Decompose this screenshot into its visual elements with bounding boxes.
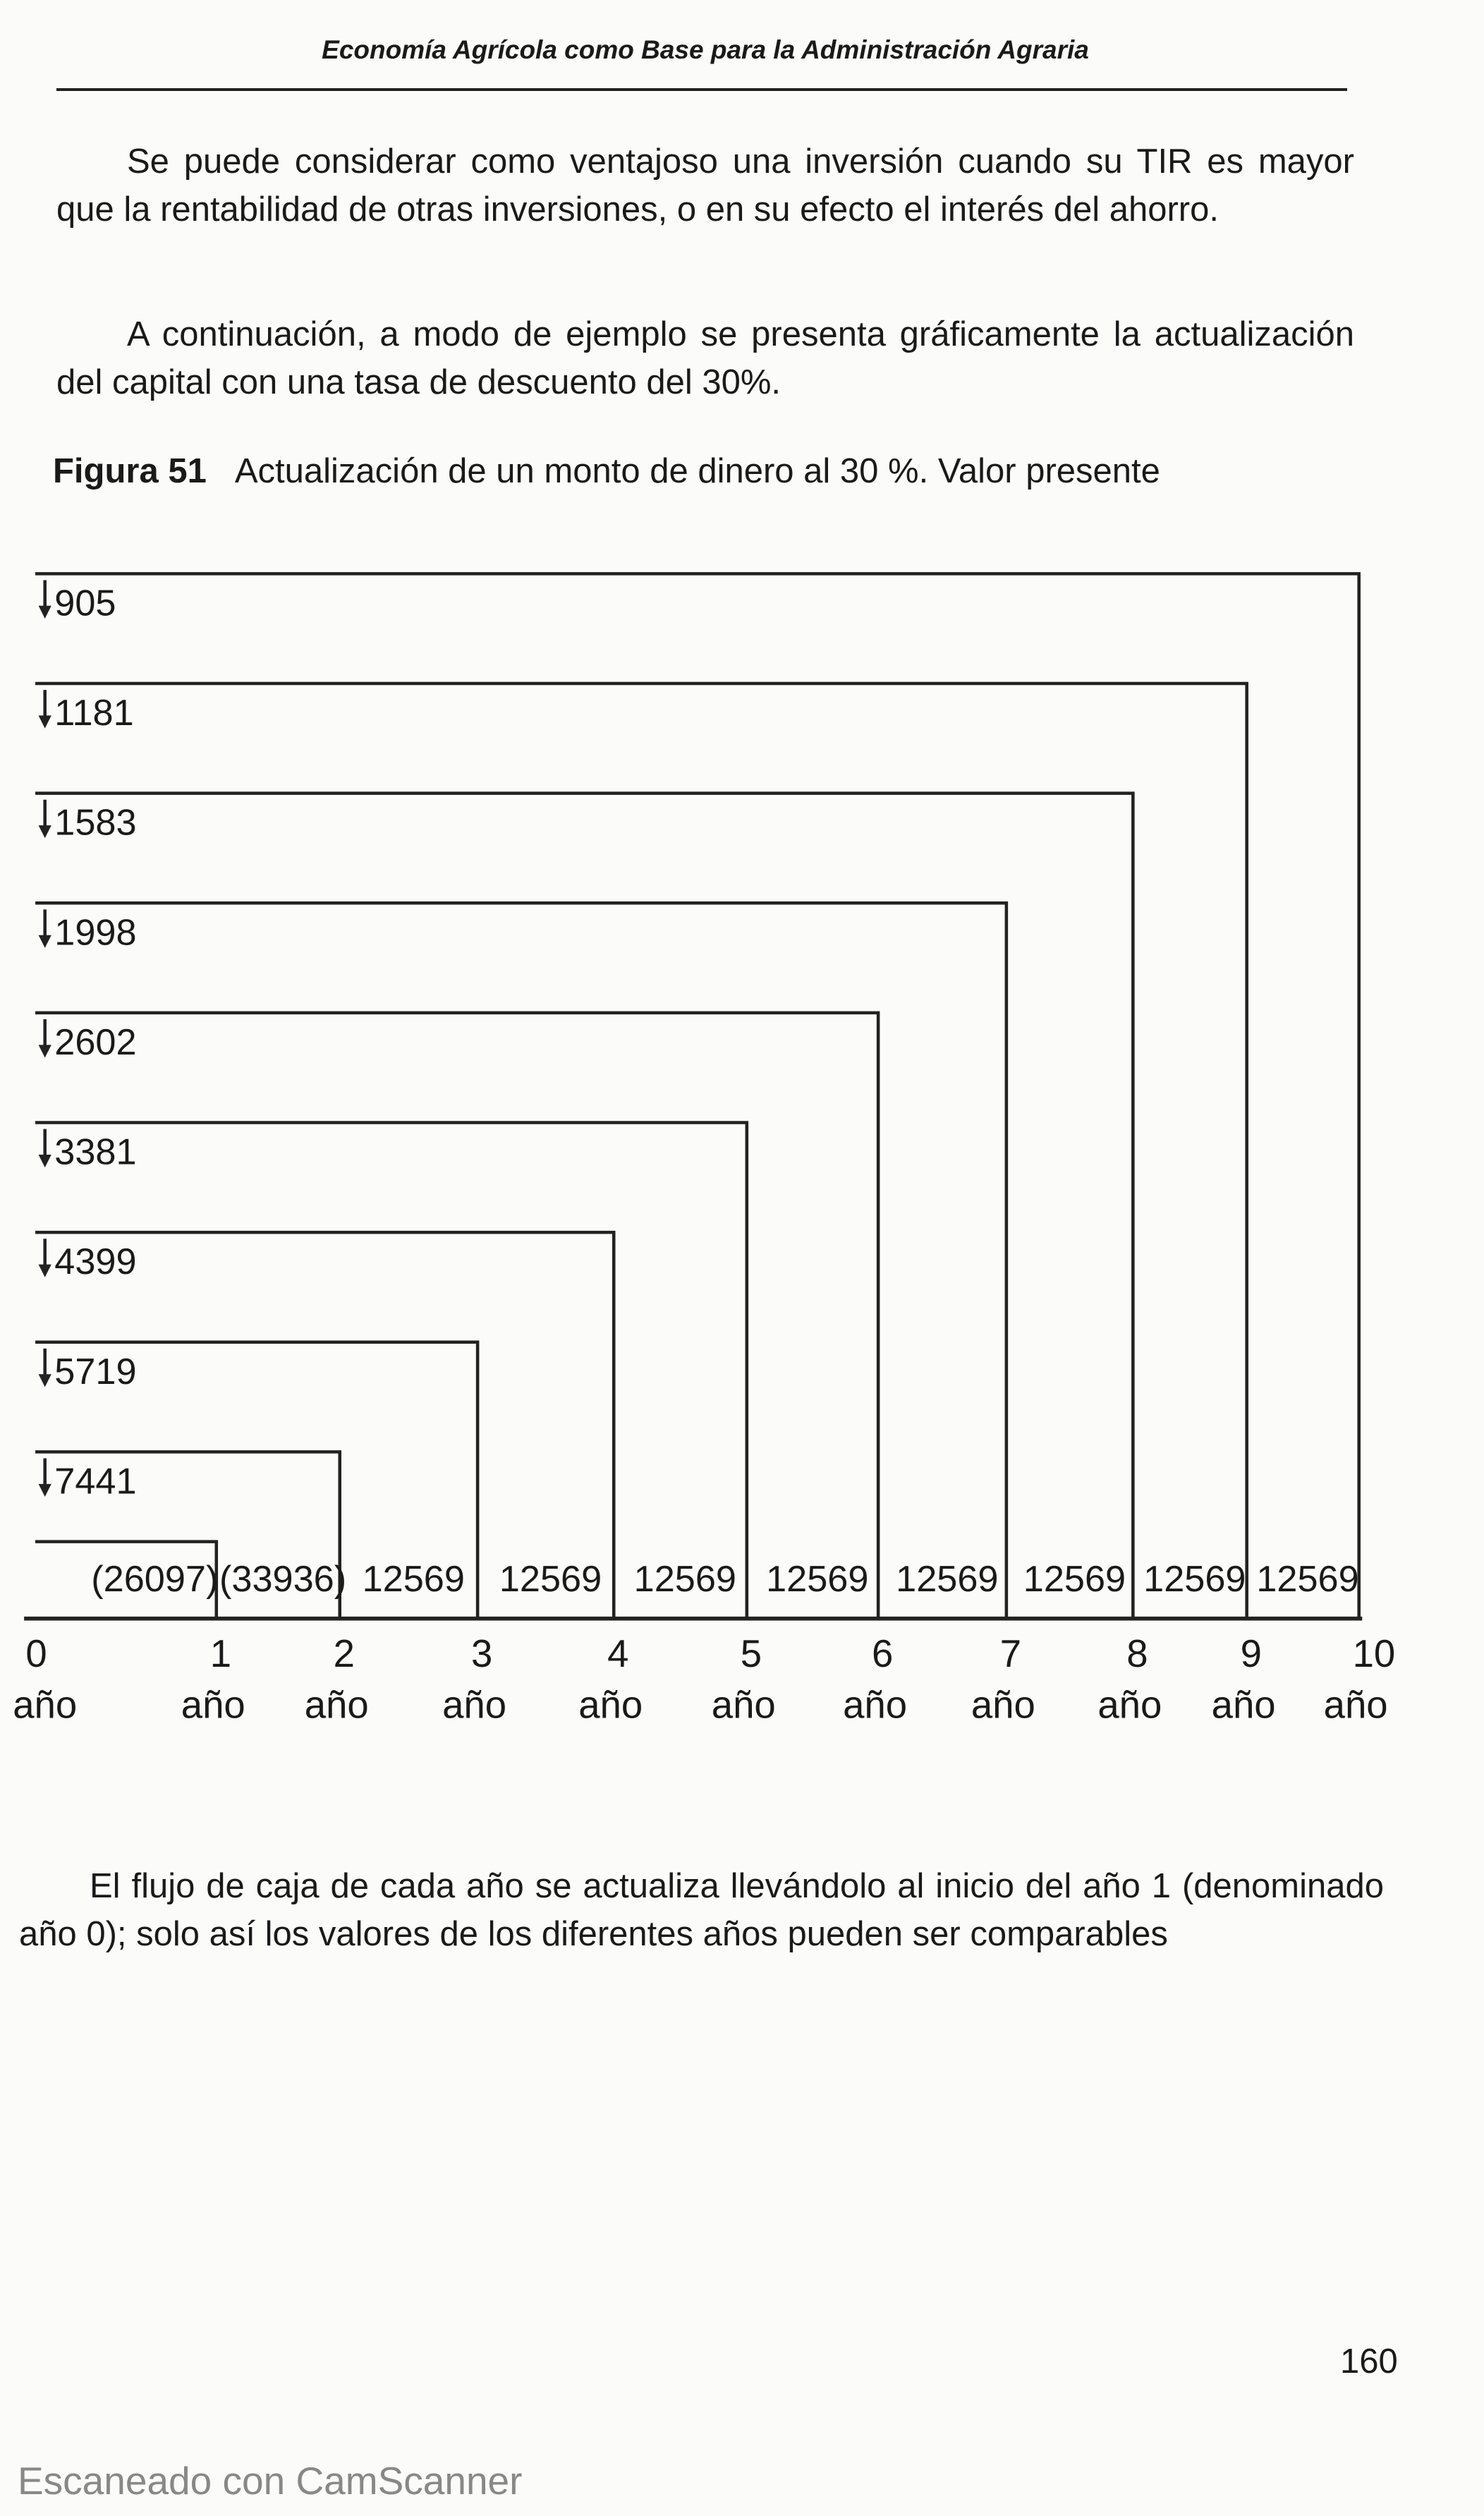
page-number: 160: [1340, 2342, 1398, 2381]
year-unit: año: [442, 1684, 506, 1727]
year-number: 2: [334, 1632, 355, 1675]
cash-flow: (33936): [219, 1559, 346, 1600]
present-value: 4399: [54, 1241, 136, 1282]
arrow-head: [38, 935, 51, 948]
bracket: [35, 901, 1009, 1619]
arrow-head: [38, 1045, 51, 1058]
bracket: [35, 1450, 342, 1619]
present-value: 1998: [54, 912, 136, 953]
year-number: 0: [25, 1632, 47, 1675]
bracket: [35, 681, 1248, 1619]
year-unit: año: [1324, 1684, 1388, 1727]
arrow-head: [38, 1483, 51, 1497]
present-value: 2602: [54, 1022, 136, 1063]
footer: Escaneado con CamScanner: [18, 2459, 523, 2503]
present-value: 1181: [54, 693, 133, 734]
year-unit: año: [578, 1684, 643, 1727]
header-title: Economía Agrícola como Base para la Admi…: [322, 35, 1089, 64]
year-number: 6: [872, 1632, 893, 1675]
arrow-head: [38, 605, 51, 619]
arrow-head: [38, 1154, 51, 1168]
year-unit: año: [13, 1684, 77, 1727]
cash-flow: 12569: [1023, 1559, 1126, 1600]
year-unit: año: [181, 1684, 245, 1727]
cash-flow: 12569: [363, 1559, 465, 1600]
cash-flow: 12569: [1143, 1559, 1246, 1600]
bracket: [35, 791, 1135, 1619]
year-unit: año: [305, 1684, 369, 1727]
paragraph: El flujo de caja de cada año se actualiz…: [19, 1867, 1384, 1953]
caption-text: Actualización de un monto de dinero al 3…: [234, 452, 1160, 490]
cash-flow: 12569: [1256, 1559, 1358, 1600]
cash-flow: 12569: [634, 1559, 736, 1600]
header-rule: [56, 88, 1347, 91]
present-value: 1583: [54, 803, 136, 844]
year-unit: año: [1212, 1684, 1276, 1727]
figure-caption: Figura 51 Actualización de un monto de di…: [53, 451, 1160, 491]
bracket: [35, 1540, 219, 1619]
present-value: 7441: [54, 1461, 136, 1502]
year-number: 5: [741, 1632, 762, 1675]
year-unit: año: [843, 1684, 907, 1727]
year-number: 10: [1353, 1632, 1396, 1675]
bracket: [35, 1011, 880, 1619]
cash-flow: (26097): [91, 1559, 218, 1600]
bracket: [35, 572, 1361, 1619]
year-unit: año: [971, 1684, 1035, 1727]
year-number: 8: [1126, 1632, 1148, 1675]
bracket: [35, 1340, 480, 1619]
arrow-head: [38, 715, 51, 729]
cash-flow: 12569: [896, 1559, 998, 1600]
paragraph: Se puede considerar como ventajoso una i…: [56, 142, 1354, 229]
arrow-head: [38, 1374, 51, 1387]
cash-flow: 12569: [499, 1559, 602, 1600]
year-number: 9: [1241, 1632, 1262, 1675]
present-value: 3381: [54, 1132, 136, 1173]
year-number: 7: [1000, 1632, 1021, 1675]
year-number: 1: [210, 1632, 231, 1675]
arrow-head: [38, 1264, 51, 1277]
present-value: 905: [54, 583, 116, 624]
arrow-head: [38, 825, 51, 839]
bracket: [35, 1121, 749, 1619]
paragraph: A continuación, a modo de ejemplo se pre…: [56, 315, 1354, 401]
year-unit: año: [712, 1684, 776, 1727]
year-number: 4: [607, 1632, 628, 1675]
cash-flow: 12569: [766, 1559, 868, 1600]
year-unit: año: [1097, 1684, 1162, 1727]
figure-label: Figura 51: [53, 452, 207, 490]
year-number: 3: [471, 1632, 492, 1675]
present-value: 5719: [54, 1351, 136, 1392]
bracket: [35, 1230, 616, 1619]
